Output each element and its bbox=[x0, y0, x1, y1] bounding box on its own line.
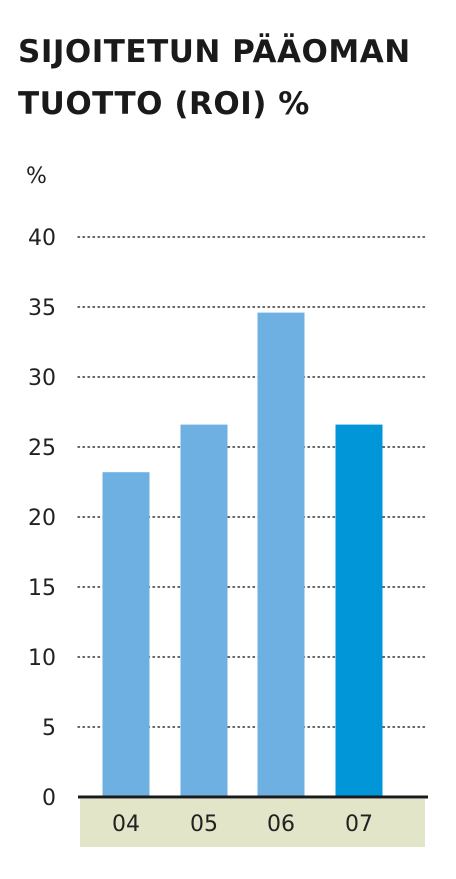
chart-title-line-1: SIJOITETUN PÄÄOMAN bbox=[18, 34, 411, 70]
bar-06 bbox=[257, 312, 305, 797]
y-tick-label: 15 bbox=[28, 576, 56, 601]
x-tick-label: 04 bbox=[112, 812, 140, 837]
y-tick-label: 25 bbox=[28, 436, 56, 461]
bar-07 bbox=[335, 424, 383, 797]
y-tick-label: 10 bbox=[28, 646, 56, 671]
x-axis-band bbox=[80, 799, 425, 847]
y-tick-label: 40 bbox=[28, 226, 56, 251]
y-tick-label: 30 bbox=[28, 366, 56, 391]
bar-04 bbox=[102, 472, 150, 797]
chart-title-line-2: TUOTTO (ROI) % bbox=[18, 86, 310, 122]
y-tick-label: 5 bbox=[42, 716, 56, 741]
y-tick-label: 20 bbox=[28, 506, 56, 531]
y-axis-unit-label: % bbox=[26, 164, 47, 189]
y-tick-label: 35 bbox=[28, 296, 56, 321]
bar-05 bbox=[180, 424, 228, 797]
x-tick-label: 06 bbox=[267, 812, 295, 837]
x-tick-label: 05 bbox=[190, 812, 218, 837]
chart-title: SIJOITETUN PÄÄOMAN TUOTTO (ROI) % bbox=[18, 26, 438, 130]
y-tick-label: 0 bbox=[42, 786, 56, 811]
x-tick-label: 07 bbox=[345, 812, 373, 837]
